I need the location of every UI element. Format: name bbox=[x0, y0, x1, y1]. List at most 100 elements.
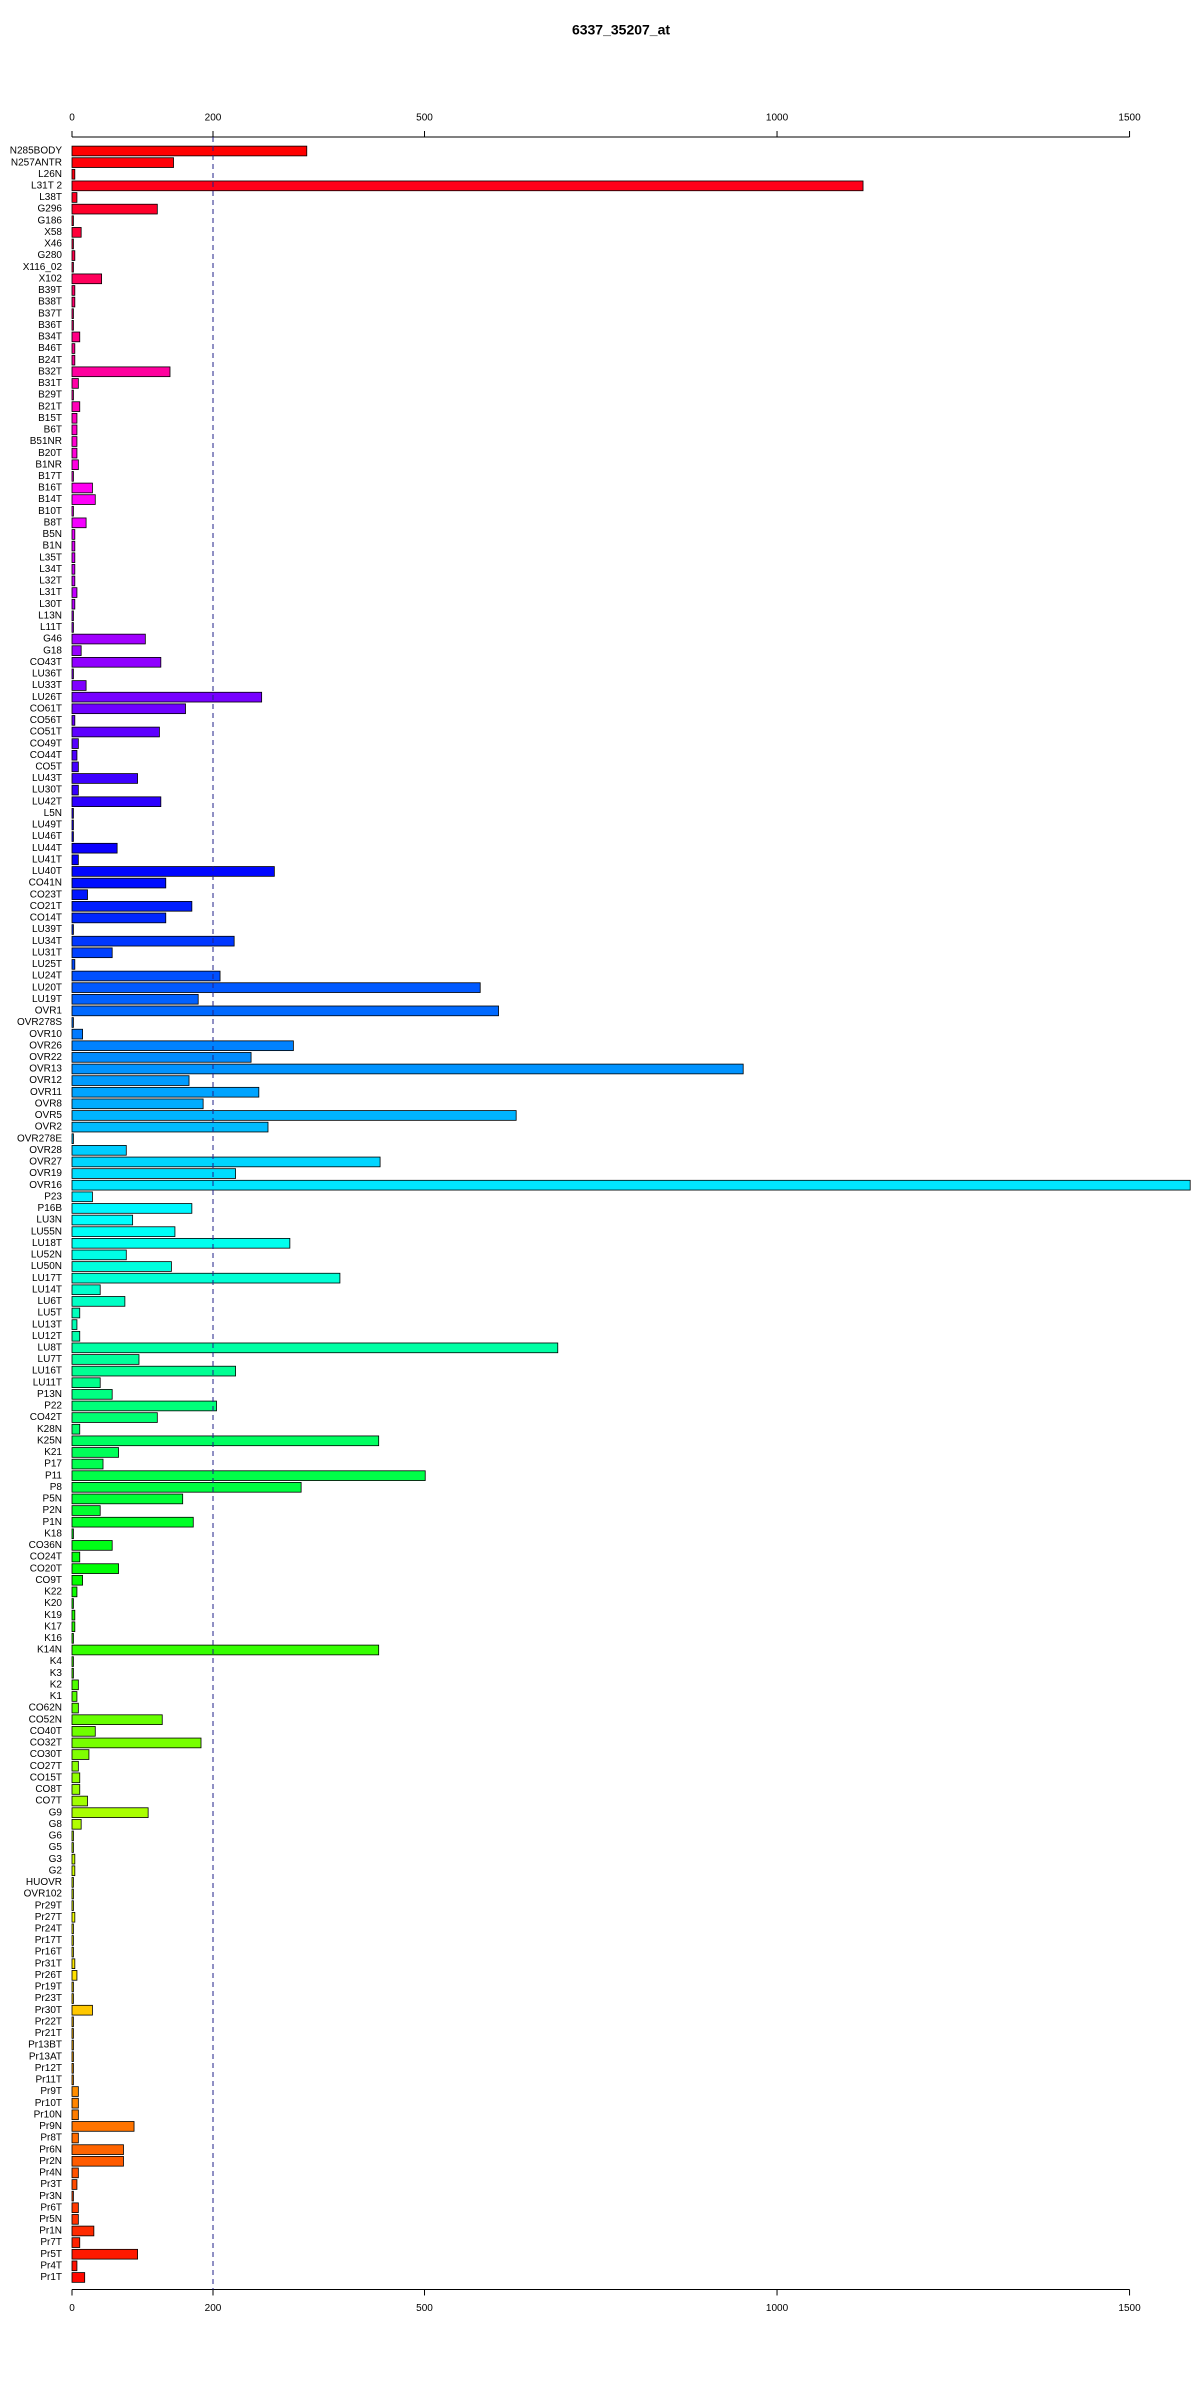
y-tick-label: G18 bbox=[43, 645, 62, 656]
bar bbox=[71, 1261, 172, 1272]
y-tick-label: B46T bbox=[38, 343, 62, 354]
y-tick-label: OVR278S bbox=[17, 1017, 62, 1028]
y-tick-label: LU36T bbox=[32, 669, 62, 680]
bar bbox=[71, 203, 158, 215]
y-tick-label: B34T bbox=[38, 332, 62, 343]
bar bbox=[71, 1005, 499, 1017]
bar bbox=[71, 459, 79, 471]
y-tick-label: OVR102 bbox=[24, 1889, 63, 1900]
y-tick-label: K22 bbox=[44, 1587, 62, 1598]
y-tick-label: B29T bbox=[38, 390, 62, 401]
y-tick-label: LU18T bbox=[32, 1238, 62, 1249]
y-tick-label: B37T bbox=[38, 308, 62, 319]
y-tick-label: LU5T bbox=[38, 1308, 62, 1319]
bar bbox=[71, 2260, 78, 2272]
bar bbox=[71, 1330, 81, 1342]
bar bbox=[71, 296, 76, 308]
y-tick-label: G6 bbox=[49, 1831, 63, 1842]
y-tick-label: Pr9N bbox=[39, 2121, 62, 2132]
bar bbox=[71, 1040, 294, 1052]
bar bbox=[71, 1737, 202, 1749]
y-tick-label: CO32T bbox=[30, 1738, 62, 1749]
bar bbox=[71, 1098, 204, 1110]
y-tick-label: CO20T bbox=[30, 1563, 62, 1574]
bar bbox=[71, 1946, 74, 1958]
bar bbox=[71, 1389, 113, 1400]
y-tick-label: LU25T bbox=[32, 959, 62, 970]
bar bbox=[71, 866, 275, 877]
bar bbox=[71, 947, 113, 959]
bar bbox=[71, 924, 74, 935]
y-tick-label: LU17T bbox=[32, 1273, 62, 1284]
y-tick-label: K19 bbox=[44, 1610, 62, 1621]
bar bbox=[71, 1516, 194, 1528]
y-tick-label: P5N bbox=[43, 1494, 62, 1505]
bar bbox=[71, 2225, 95, 2237]
bar bbox=[71, 261, 74, 273]
y-tick-label: Pr21T bbox=[35, 2028, 62, 2039]
bar bbox=[71, 773, 138, 784]
y-tick-label: Pr7T bbox=[40, 2237, 62, 2248]
y-tick-label: L32T bbox=[39, 576, 62, 587]
bar bbox=[71, 401, 81, 412]
y-tick-label: CO9T bbox=[35, 1575, 62, 1586]
y-tick-label: CO52N bbox=[29, 1714, 62, 1725]
bar bbox=[71, 1017, 74, 1028]
bar bbox=[71, 1296, 126, 1307]
y-tick-label: CO49T bbox=[30, 738, 62, 749]
y-tick-label: LU31T bbox=[32, 947, 62, 958]
y-tick-label: CO5T bbox=[35, 762, 62, 773]
bar bbox=[71, 691, 263, 703]
bar bbox=[71, 1226, 176, 1237]
y-tick-label: OVR1 bbox=[35, 1006, 63, 1017]
bar bbox=[71, 2190, 74, 2202]
bar bbox=[71, 378, 79, 389]
x-tick-label: 200 bbox=[205, 113, 222, 124]
bar bbox=[71, 2121, 135, 2132]
y-tick-label: CO51T bbox=[30, 727, 62, 738]
y-tick-label: CO14T bbox=[30, 913, 62, 924]
y-tick-label: Pr22T bbox=[35, 2016, 62, 2027]
bar bbox=[71, 2063, 74, 2074]
bar bbox=[71, 738, 79, 749]
y-tick-label: K2 bbox=[50, 1679, 63, 1690]
y-tick-label: Pr4T bbox=[40, 2260, 62, 2271]
bar bbox=[71, 1714, 163, 1725]
y-tick-label: L31T 2 bbox=[31, 181, 62, 192]
y-tick-label: B14T bbox=[38, 494, 62, 505]
bar bbox=[71, 1586, 78, 1598]
y-tick-label: X58 bbox=[44, 227, 62, 238]
y-tick-label: OVR8 bbox=[35, 1098, 63, 1109]
y-tick-label: LU40T bbox=[32, 866, 62, 877]
bar bbox=[71, 1679, 79, 1691]
y-tick-label: OVR26 bbox=[29, 1040, 62, 1051]
y-tick-label: B17T bbox=[38, 471, 62, 482]
y-tick-label: Pr10N bbox=[34, 2109, 62, 2120]
y-tick-label: B38T bbox=[38, 297, 62, 308]
bar bbox=[71, 1156, 381, 1168]
y-tick-label: P16B bbox=[38, 1203, 63, 1214]
y-tick-label: B10T bbox=[38, 506, 62, 517]
bar bbox=[71, 1191, 93, 1203]
y-tick-label: L31T bbox=[39, 587, 62, 598]
y-tick-label: LU34T bbox=[32, 936, 62, 947]
bar bbox=[71, 168, 76, 180]
y-tick-label: K18 bbox=[44, 1528, 62, 1539]
bar bbox=[71, 1667, 74, 1679]
bar bbox=[71, 1807, 149, 1818]
bar bbox=[71, 1598, 74, 1609]
bar bbox=[71, 1609, 76, 1621]
bar bbox=[71, 1412, 158, 1423]
bar bbox=[71, 715, 76, 726]
bar bbox=[71, 552, 76, 563]
y-tick-label: LU3N bbox=[36, 1215, 62, 1226]
bar bbox=[71, 1307, 81, 1319]
bar bbox=[71, 1923, 74, 1935]
y-tick-label: K1 bbox=[50, 1691, 63, 1702]
bar bbox=[71, 1528, 74, 1540]
y-tick-label: LU46T bbox=[32, 831, 62, 842]
y-tick-label: LU13T bbox=[32, 1319, 62, 1330]
y-tick-label: L5N bbox=[44, 808, 62, 819]
y-tick-label: B15T bbox=[38, 413, 62, 424]
bar bbox=[71, 250, 76, 261]
